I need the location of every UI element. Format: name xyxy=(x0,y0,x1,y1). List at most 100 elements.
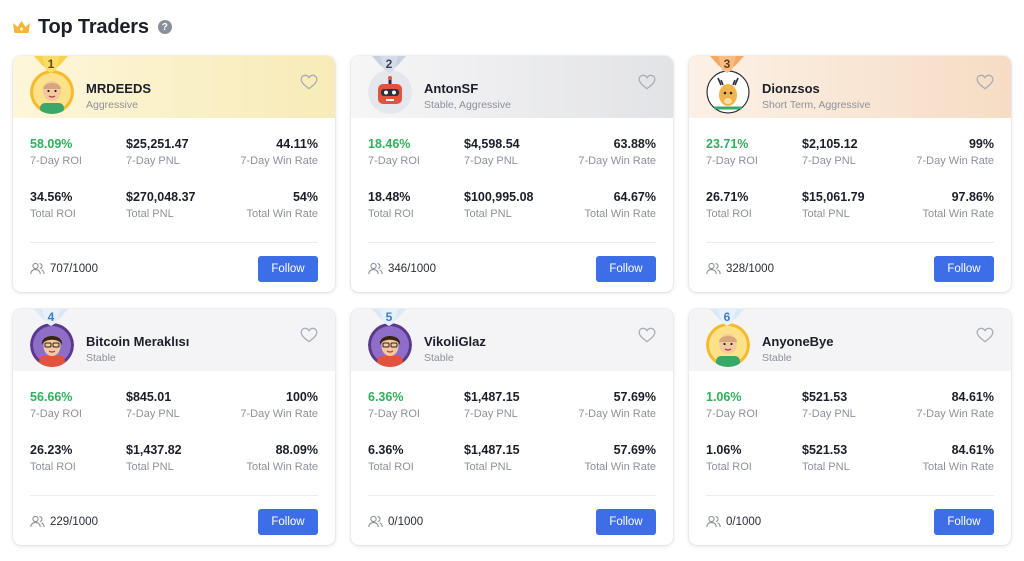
rank-number: 5 xyxy=(385,310,393,324)
stat-label: 7-Day ROI xyxy=(368,408,420,420)
stat-label: Total ROI xyxy=(706,208,752,220)
stat-7day-roi: 58.09% 7-Day ROI xyxy=(30,136,82,167)
stat-7day-roi: 23.71% 7-Day ROI xyxy=(706,136,758,167)
avatar-hair[interactable] xyxy=(368,323,412,367)
divider xyxy=(30,242,318,243)
stat-7day-roi: 1.06% 7-Day ROI xyxy=(706,389,758,420)
stat-7day-win-rate: 57.69% 7-Day Win Rate xyxy=(578,389,656,420)
trader-name[interactable]: VikoliGlaz xyxy=(424,334,486,349)
stat-value: 6.36% xyxy=(368,390,404,404)
stat-value: $521.53 xyxy=(802,443,848,457)
avatar-deer[interactable] xyxy=(706,70,750,114)
stats-row-total: 1.06% Total ROI $521.53 Total PNL 84.61%… xyxy=(706,442,994,495)
divider xyxy=(368,495,656,496)
stat-label: Total Win Rate xyxy=(922,461,994,473)
stat-label: 7-Day ROI xyxy=(368,155,420,167)
stat-label: Total PNL xyxy=(464,208,512,220)
heart-icon[interactable] xyxy=(976,327,994,343)
card-footer: 328/1000 Follow xyxy=(706,256,994,282)
stats-row-total: 26.71% Total ROI $15,061.79 Total PNL 97… xyxy=(706,189,994,242)
stat-label: 7-Day Win Rate xyxy=(578,408,656,420)
stats-block: 56.66% 7-Day ROI $845.01 7-Day PNL 100% … xyxy=(30,389,318,495)
stat-value: $100,995.08 xyxy=(464,190,534,204)
stat-value: 99% xyxy=(968,137,994,151)
followers-text: 0/1000 xyxy=(726,515,762,528)
stat-total-pnl: $100,995.08 Total PNL xyxy=(464,189,534,220)
followers-text: 346/1000 xyxy=(388,262,436,275)
stat-total-roi: 26.23% Total ROI xyxy=(30,442,76,473)
trader-name[interactable]: Dionzsos xyxy=(762,81,820,96)
trader-name[interactable]: AntonSF xyxy=(424,81,479,96)
trader-style: Stable xyxy=(424,352,454,364)
follow-button[interactable]: Follow xyxy=(596,256,656,282)
trader-card-4: 4 Bitcoin Meraklısı Stable 56.66% 7-Day … xyxy=(13,309,335,545)
stat-value: $1,487.15 xyxy=(464,443,520,457)
ribbon-icon xyxy=(372,56,406,73)
stat-7day-win-rate: 84.61% 7-Day Win Rate xyxy=(916,389,994,420)
trader-name[interactable]: MRDEEDS xyxy=(86,81,152,96)
heart-icon[interactable] xyxy=(638,327,656,343)
rank-medal: 5 xyxy=(370,309,408,329)
stat-label: Total ROI xyxy=(30,461,76,473)
help-icon[interactable]: ? xyxy=(157,20,172,34)
stats-block: 58.09% 7-Day ROI $25,251.47 7-Day PNL 44… xyxy=(30,136,318,242)
stat-value: $270,048.37 xyxy=(126,190,196,204)
stat-value: 34.56% xyxy=(30,190,73,204)
trader-name[interactable]: Bitcoin Meraklısı xyxy=(86,334,190,349)
follow-button[interactable]: Follow xyxy=(596,509,656,535)
stat-label: Total PNL xyxy=(802,208,850,220)
stat-total-roi: 6.36% Total ROI xyxy=(368,442,414,473)
follow-button[interactable]: Follow xyxy=(258,509,318,535)
heart-icon[interactable] xyxy=(638,74,656,90)
rank-number: 2 xyxy=(385,57,393,71)
stats-block: 23.71% 7-Day ROI $2,105.12 7-Day PNL 99%… xyxy=(706,136,994,242)
avatar-bald[interactable] xyxy=(706,323,750,367)
heart-icon[interactable] xyxy=(976,74,994,90)
trader-card-6: 6 AnyoneBye Stable 1.06% 7-Day ROI $521.… xyxy=(689,309,1011,545)
stat-value: $4,598.54 xyxy=(464,137,520,151)
stat-label: 7-Day PNL xyxy=(464,155,518,167)
stat-label: Total ROI xyxy=(30,208,76,220)
stat-value: 1.06% xyxy=(706,443,742,457)
trader-card-1: 1 MRDEEDS Aggressive 58.09% 7-Day ROI $2… xyxy=(13,56,335,292)
stat-value: 97.86% xyxy=(951,190,994,204)
follow-button[interactable]: Follow xyxy=(934,256,994,282)
stat-label: Total ROI xyxy=(368,461,414,473)
card-header: 3 Dionzsos Short Term, Aggressive xyxy=(689,56,1011,118)
stat-value: $25,251.47 xyxy=(126,137,189,151)
stat-label: 7-Day ROI xyxy=(706,155,758,167)
followers-count: 0/1000 xyxy=(368,515,423,528)
rank-medal: 6 xyxy=(708,309,746,329)
followers-text: 328/1000 xyxy=(726,262,774,275)
followers-text: 0/1000 xyxy=(388,515,424,528)
stat-total-pnl: $1,437.82 Total PNL xyxy=(126,442,182,473)
stats-row-7day: 1.06% 7-Day ROI $521.53 7-Day PNL 84.61%… xyxy=(706,389,994,442)
follow-button[interactable]: Follow xyxy=(934,509,994,535)
stat-label: Total Win Rate xyxy=(584,461,656,473)
card-header: 4 Bitcoin Meraklısı Stable xyxy=(13,309,335,371)
heart-icon[interactable] xyxy=(300,74,318,90)
trader-card-3: 3 Dionzsos Short Term, Aggressive 23.71%… xyxy=(689,56,1011,292)
traders-grid: 1 MRDEEDS Aggressive 58.09% 7-Day ROI $2… xyxy=(13,56,1011,545)
ribbon-icon xyxy=(372,309,406,326)
users-icon xyxy=(706,515,721,528)
stat-total-roi: 18.48% Total ROI xyxy=(368,189,414,220)
stat-7day-roi: 56.66% 7-Day ROI xyxy=(30,389,82,420)
avatar-hair[interactable] xyxy=(30,323,74,367)
avatar-bald[interactable] xyxy=(30,70,74,114)
trader-name[interactable]: AnyoneBye xyxy=(762,334,834,349)
stat-value: 26.71% xyxy=(706,190,749,204)
stat-7day-win-rate: 99% 7-Day Win Rate xyxy=(916,136,994,167)
stat-value: $15,061.79 xyxy=(802,190,865,204)
rank-medal: 4 xyxy=(32,309,70,329)
trader-style: Stable xyxy=(86,352,116,364)
rank-number: 1 xyxy=(47,57,55,71)
avatar-robot[interactable] xyxy=(368,70,412,114)
stat-7day-win-rate: 100% 7-Day Win Rate xyxy=(240,389,318,420)
users-icon xyxy=(368,262,383,275)
heart-icon[interactable] xyxy=(300,327,318,343)
stat-value: 58.09% xyxy=(30,137,73,151)
stat-total-pnl: $1,487.15 Total PNL xyxy=(464,442,520,473)
stats-row-total: 26.23% Total ROI $1,437.82 Total PNL 88.… xyxy=(30,442,318,495)
follow-button[interactable]: Follow xyxy=(258,256,318,282)
